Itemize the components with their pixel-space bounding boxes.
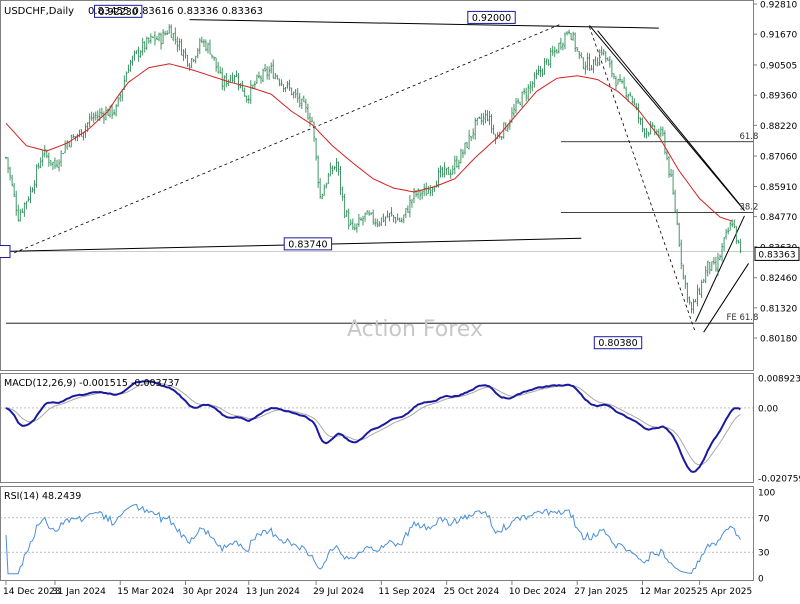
- ohlc-values: 0.83455 0.83616 0.83336 0.83363: [88, 6, 263, 17]
- rsi-label: RSI(14) 48.2439: [4, 491, 81, 502]
- price-panel-frame: [0, 0, 754, 371]
- rsi-panel: [0, 503, 753, 575]
- fib-label: 61.8: [739, 132, 758, 142]
- last-price-box: [754, 246, 800, 261]
- price-label-box: [593, 336, 643, 350]
- price-axis-label: 0.85910: [760, 183, 797, 193]
- dashed-projection-down: [589, 26, 696, 333]
- price-label-box: [94, 4, 143, 18]
- price-label-box: [467, 10, 516, 24]
- price-axis-label: 0.82460: [760, 274, 797, 284]
- top-trendline: [189, 19, 659, 29]
- moving-average-line: [5, 63, 733, 222]
- watermark: Action Forex: [347, 317, 483, 342]
- time-axis-label: 31 Jan 2024: [52, 587, 106, 597]
- rising-channel-top: [695, 215, 745, 322]
- time-axis-label: 27 Jan 2025: [574, 587, 628, 597]
- price-axis-label: 0.81320: [760, 304, 797, 314]
- rsi-axis-label: 30: [758, 549, 770, 559]
- price-axis-label: 0.89360: [760, 92, 797, 102]
- price-axis-label: 0.92810: [760, 1, 797, 11]
- macd-axis-label: -0.020759: [758, 474, 800, 484]
- fib-label: FE 61.8: [727, 313, 759, 323]
- price-axis-label: 0.84770: [760, 213, 797, 223]
- macd-panel: [0, 380, 753, 473]
- time-axis-label: 10 Dec 2024: [509, 587, 567, 597]
- price-axis-label: 0.88220: [760, 122, 797, 132]
- price-axis-label: 0.90505: [760, 61, 797, 71]
- price-axis-label: 0.91670: [760, 31, 797, 41]
- price-panel: 0.92230 0.92000 0.83740 0.80380 61.8 38.2 FE 6…: [0, 4, 759, 350]
- macd-axis-label: 0.008923: [758, 374, 800, 384]
- last-price-text: 0.83363: [758, 250, 795, 260]
- macd-line: [5, 380, 741, 473]
- macd-axis-label: 0.00: [758, 404, 778, 414]
- price-label-text: 0.83740: [288, 239, 327, 250]
- rsi-panel-frame: [0, 486, 754, 581]
- time-axis-label: 25 Oct 2024: [444, 587, 500, 597]
- symbol-title: USDCHF,Daily: [4, 6, 74, 17]
- price-label-text: 0.92230: [99, 7, 138, 18]
- fib-label: 38.2: [739, 202, 758, 212]
- time-axis-label: 15 Mar 2024: [117, 587, 174, 597]
- price-axis-label: 0.80180: [760, 335, 797, 345]
- price-label-text: 0.80380: [598, 338, 637, 349]
- price-label-text: 0.92000: [472, 13, 511, 24]
- price-axis-label: 0.87060: [760, 153, 797, 163]
- macd-label: MACD(12,26,9) -0.001515 -0.003737: [4, 378, 180, 389]
- price-label-box: [283, 237, 333, 251]
- rsi-line: [5, 503, 741, 575]
- falling-channel-inner: [597, 30, 741, 206]
- rsi-axis-label: 100: [758, 489, 775, 499]
- time-axis-label: 11 Sep 2024: [378, 587, 435, 597]
- price-label-box: [0, 245, 11, 259]
- falling-channel-upper: [589, 25, 745, 211]
- macd-signal-line: [5, 381, 741, 466]
- time-axis-label: 25 Apr 2025: [697, 587, 753, 597]
- time-axis-label: 30 Apr 2024: [183, 587, 239, 597]
- time-axis-label: 29 Jul 2024: [313, 587, 364, 597]
- time-axis-label: 12 Mar 2025: [639, 587, 696, 597]
- time-axis-label: 13 Jun 2024: [246, 587, 300, 597]
- time-axis-label: 14 Dec 2023: [3, 587, 61, 597]
- rsi-axis-label: 0: [758, 575, 764, 585]
- dashed-projection-up: [14, 23, 562, 254]
- rsi-axis-label: 70: [758, 514, 770, 524]
- axes: 0.92810 0.91670 0.90505 0.89360 0.88220 0.870…: [3, 1, 800, 598]
- rising-channel-bottom: [703, 263, 749, 333]
- macd-panel-frame: [0, 373, 754, 483]
